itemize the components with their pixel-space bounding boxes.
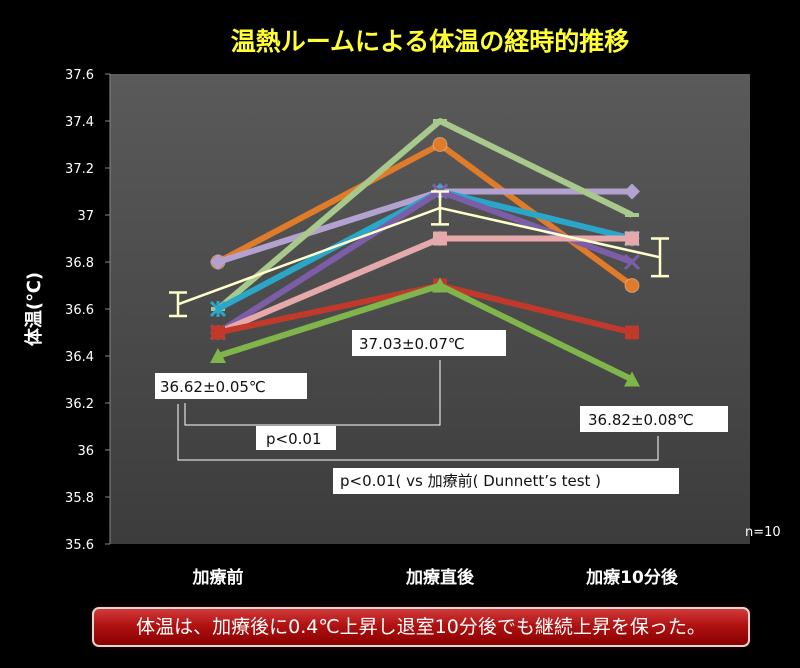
mean-layer [169,190,669,318]
error-bar [651,237,669,278]
data-point [624,278,640,293]
data-point [211,325,225,340]
y-tick-label: 36.2 [65,397,94,412]
chart-title: 温熱ルームによる体温の経時的推移 [231,27,630,56]
data-point [623,253,641,271]
data-point [433,231,447,246]
bracket-p2 [177,404,659,461]
annotation-before: 36.62±0.05℃ [160,378,266,396]
y-tick-label: 37.4 [65,115,94,130]
bracket-p1 [184,360,441,426]
data-point [624,183,640,200]
y-tick-label: 36 [77,444,94,459]
annotation-box-ten [580,406,728,432]
data-point [624,371,640,387]
data-point [432,277,448,293]
annotation-ten: 36.82±0.08℃ [588,411,694,429]
annotation-p1: p<0.01 [266,430,322,448]
y-tick-label: 35.6 [65,538,94,553]
data-point [625,325,639,340]
x-tick-label: 加療直後 [405,567,475,588]
data-point [209,300,227,318]
x-axis: 加療前 加療直後 加療10分後 [192,567,679,588]
error-bar [431,190,449,226]
data-point [625,231,639,246]
data-point [210,254,226,270]
y-axis-label: 体温(℃) [23,272,45,346]
annotation-box-before [155,373,307,399]
y-tick-label: 35.8 [65,491,94,506]
y-tick-label: 37.6 [65,68,94,83]
y-tick-label: 36.6 [65,303,94,318]
error-bar [169,291,187,318]
annotation-after: 37.03±0.07℃ [359,335,465,353]
x-tick-label: 加療10分後 [585,567,679,588]
footer-banner: 体温は、加療後に0.4℃上昇し退室10分後でも継続上昇を保った。 [92,607,750,647]
data-point [210,348,226,363]
annotation-box-p2 [333,468,679,494]
annotation-box-after [352,330,506,356]
series [210,277,640,387]
y-tick-label: 37 [77,209,94,224]
data-point [432,137,448,152]
annotation-p2: p<0.01( vs 加療前( Dunnett’s test ) [340,472,601,490]
y-tick-label: 37.2 [65,162,94,177]
y-axis: 35.6 35.8 36 36.2 36.4 36.6 36.8 37 37.2 37.4 37.6 [65,68,111,553]
annotation-layer: 36.62±0.05℃ 37.03±0.07℃ 36.82±0.08℃ p<0.… [155,330,728,494]
y-tick-label: 36.4 [65,350,94,365]
data-point [433,119,447,123]
data-point [625,213,639,217]
annotation-box-p1 [256,426,336,450]
x-tick-label: 加療前 [192,567,244,588]
y-tick-label: 36.8 [65,256,94,271]
n-label: n=10 [745,525,781,540]
